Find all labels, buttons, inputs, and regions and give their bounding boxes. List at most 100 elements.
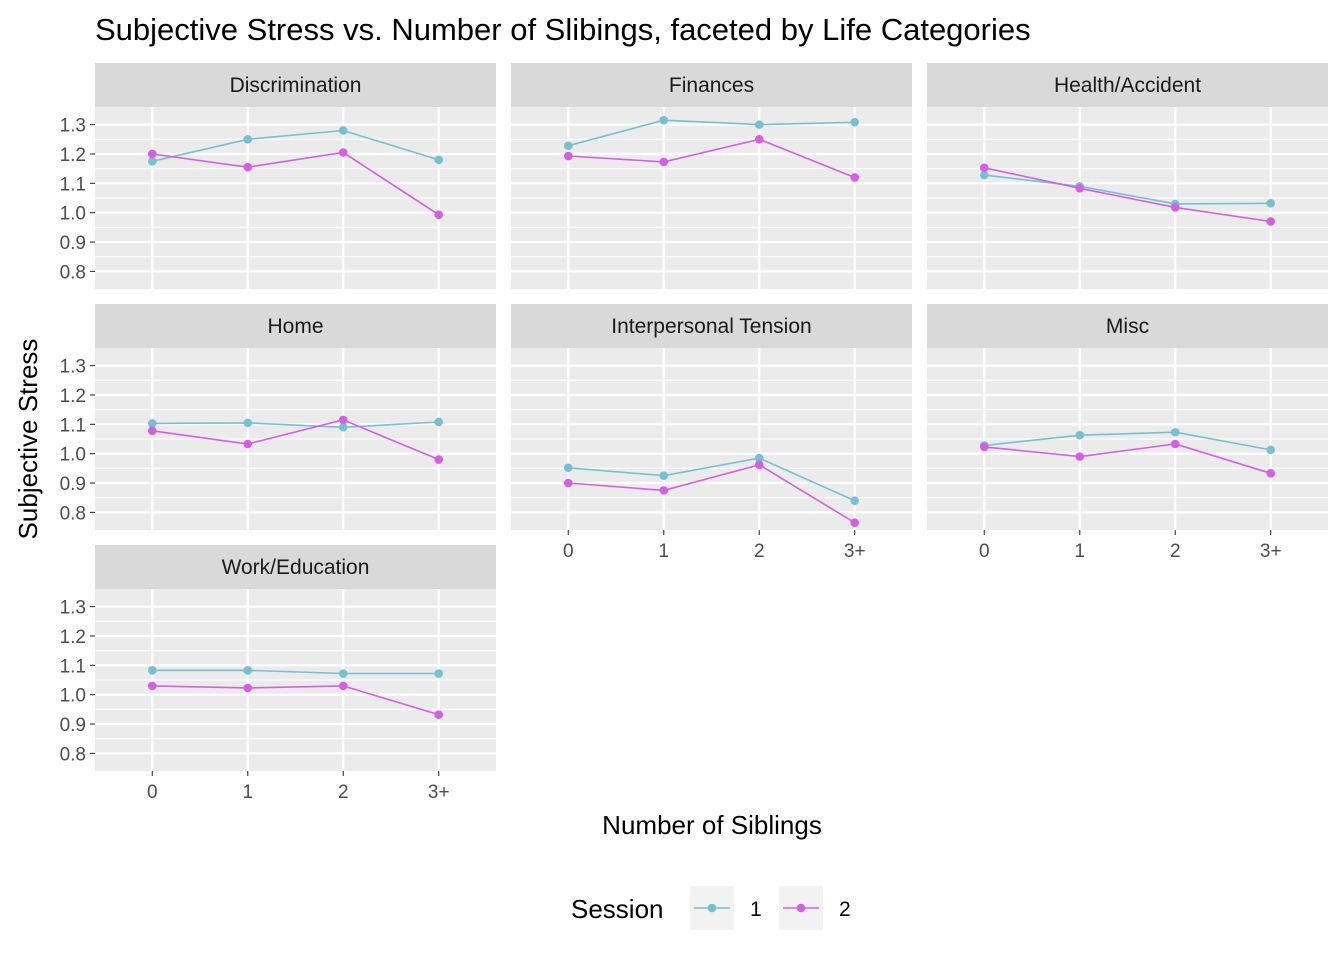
data-point-session-2: [243, 439, 253, 449]
y-tick-label: 1.3: [60, 116, 86, 137]
facet-strip-health-accident: [927, 63, 1328, 107]
y-tick-label: 1.0: [60, 445, 86, 466]
data-point-session-1: [338, 669, 348, 678]
y-axis-title: Subjective Stress: [13, 339, 43, 540]
legend-entry-session-2: 2: [779, 886, 851, 930]
series-line-session-2: [152, 151, 440, 216]
data-point-session-2: [979, 163, 989, 173]
y-tick-label: 1.3: [60, 357, 86, 378]
chart-title: Subjective Stress vs. Number of Slibings…: [95, 12, 1031, 47]
facet-strip-home: [95, 304, 496, 348]
data-point-session-1: [754, 453, 764, 463]
series-line-session-1: [568, 457, 856, 502]
data-point-session-2: [754, 460, 764, 470]
data-point-session-2: [850, 173, 860, 182]
legend: Session 1 2: [571, 886, 851, 930]
data-point-session-1: [243, 134, 253, 144]
facet-label-finances: Finances: [669, 74, 754, 97]
x-tick-label: 1: [1074, 541, 1085, 562]
data-point-session-1: [338, 126, 348, 135]
data-point-session-2: [659, 157, 669, 167]
data-point-session-1: [243, 418, 253, 428]
y-tick-label: 1.1: [60, 656, 86, 677]
facet-strip-finances: [511, 63, 912, 107]
data-point-session-1: [1075, 430, 1085, 440]
facet-label-discrimination: Discrimination: [230, 74, 362, 97]
legend-label: 1: [750, 898, 762, 921]
data-point-session-1: [147, 666, 157, 675]
data-point-session-2: [243, 683, 253, 693]
facet-strip-work-education: [95, 545, 496, 589]
data-point-session-2: [1170, 439, 1180, 449]
x-tick-label: 0: [979, 541, 990, 562]
x-tick-label: 2: [754, 541, 765, 562]
data-point-session-1: [434, 669, 444, 678]
data-point-session-1: [1266, 198, 1276, 208]
x-tick-label: 1: [242, 782, 253, 803]
legend-entry-session-1: 1: [690, 886, 762, 930]
legend-key-point: [707, 903, 717, 913]
facet-strip-misc: [927, 304, 1328, 348]
y-tick-label: 0.9: [60, 715, 86, 736]
data-point-session-2: [434, 210, 444, 220]
data-point-session-2: [338, 681, 348, 691]
x-tick-label: 3+: [1260, 541, 1282, 562]
facet-label-work-education: Work/Education: [222, 556, 370, 579]
data-point-session-2: [147, 681, 157, 691]
data-point-session-2: [1266, 469, 1276, 478]
x-tick-label: 1: [658, 541, 669, 562]
facet-strip-interpersonal-tension: [511, 304, 912, 348]
facet-label-interpersonal-tension: Interpersonal Tension: [611, 315, 811, 338]
y-tick-label: 0.8: [60, 262, 86, 283]
series-line-session-1: [984, 174, 1271, 205]
y-tick-label: 1.1: [60, 415, 86, 436]
facet-panels: Discrimination 0.8 0.9 1.0 1.1 1.2 1.3 Finances…: [60, 63, 1328, 803]
series-line-session-2: [568, 138, 855, 179]
x-tick-label: 0: [147, 782, 158, 803]
x-tick-label: 2: [338, 782, 349, 803]
y-tick-label: 1.2: [60, 627, 86, 648]
facet-home: Home 0.8 0.9 1.0 1.1 1.2 1.3: [60, 304, 496, 530]
data-point-session-2: [850, 518, 860, 527]
legend-key-point: [796, 903, 806, 913]
data-point-session-1: [243, 666, 253, 675]
data-point-session-1: [1266, 445, 1276, 455]
series-line-session-1: [568, 119, 855, 147]
series-line-session-2: [984, 167, 1271, 223]
series-line-session-1: [152, 669, 439, 675]
series-line-session-2: [152, 419, 440, 461]
facet-health-accident: Health/Accident: [927, 63, 1328, 289]
facet-interpersonal-tension: Interpersonal Tension 0 1 2 3+: [511, 304, 912, 562]
facet-label-health-accident: Health/Accident: [1054, 74, 1201, 97]
data-point-session-1: [147, 419, 157, 428]
data-point-session-1: [659, 471, 669, 480]
y-tick-label: 1.0: [60, 686, 86, 707]
data-point-session-2: [1170, 203, 1180, 212]
data-point-session-1: [979, 170, 989, 180]
data-point-session-2: [1266, 217, 1276, 226]
y-tick-label: 0.9: [60, 233, 86, 254]
data-point-session-2: [434, 710, 444, 719]
x-axis-title: Number of Siblings: [602, 810, 822, 840]
data-point-session-1: [147, 157, 157, 166]
data-point-session-1: [1170, 427, 1180, 437]
y-tick-label: 1.2: [60, 386, 86, 407]
data-point-session-2: [979, 442, 989, 452]
facet-label-misc: Misc: [1106, 315, 1149, 338]
facet-finances: Finances: [511, 63, 912, 289]
facet-label-home: Home: [267, 315, 323, 338]
series-line-session-2: [984, 443, 1271, 475]
data-point-session-2: [243, 162, 253, 172]
data-point-session-1: [850, 117, 860, 127]
facet-discrimination: Discrimination 0.8 0.9 1.0 1.1 1.2 1.3: [60, 63, 496, 289]
y-tick-label: 1.2: [60, 145, 86, 166]
data-point-session-2: [754, 134, 764, 144]
y-tick-label: 1.1: [60, 174, 86, 195]
facet-strip-discrimination: [95, 63, 496, 107]
data-point-session-2: [1075, 452, 1085, 461]
data-point-session-2: [1075, 184, 1085, 193]
series-line-session-2: [568, 463, 856, 524]
series-line-session-1: [984, 431, 1271, 451]
data-point-session-2: [147, 426, 157, 436]
